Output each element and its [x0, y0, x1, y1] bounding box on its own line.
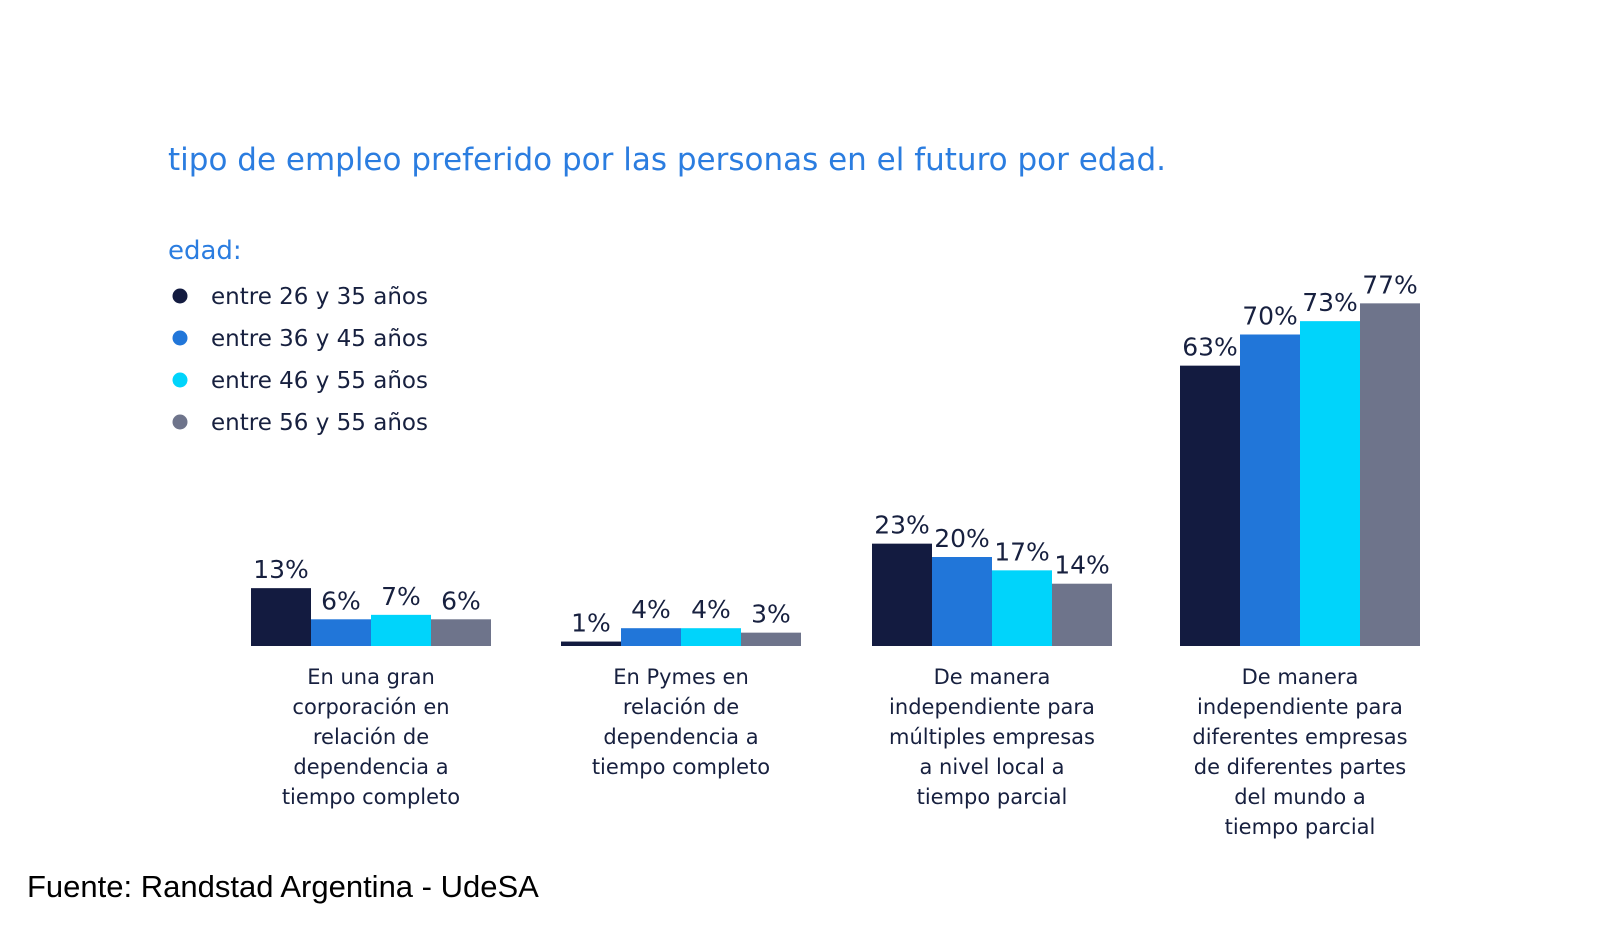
category-label-line: del mundo a: [1234, 785, 1366, 809]
category-label-1: En una gran corporación en relación de depe…: [282, 665, 460, 809]
value-label-2-2: 4%: [631, 595, 671, 624]
category-label-line: diferentes empresas: [1192, 725, 1407, 749]
value-labels: 13% 1% 23% 63% 6% 4% 20% 70% 7% 4% 17% 73% 6% 3% 14% 77…: [253, 270, 1418, 637]
category-label-line: De manera: [1242, 665, 1359, 689]
category-label-line: independiente para: [889, 695, 1095, 719]
value-label-2-1: 1%: [571, 609, 611, 638]
legend-label-2: entre 36 y 45 años: [211, 326, 428, 352]
bar-1-2: [311, 619, 371, 646]
category-label-4: De manera independiente para diferentes em…: [1192, 665, 1407, 839]
value-label-3-1: 23%: [874, 511, 930, 540]
value-label-3-4: 14%: [1054, 551, 1110, 580]
category-label-line: a nivel local a: [919, 755, 1064, 779]
legend-title: edad:: [168, 236, 242, 266]
value-label-4-3: 73%: [1302, 288, 1358, 317]
category-label-line: tiempo completo: [282, 785, 460, 809]
category-label-line: múltiples empresas: [889, 725, 1095, 749]
bar-4-4: [1360, 303, 1420, 646]
legend-marker-2: [172, 330, 188, 346]
source-note: Fuente: Randstad Argentina - UdeSA: [27, 869, 539, 904]
bar-1-4: [431, 619, 491, 646]
category-label-line: De manera: [934, 665, 1051, 689]
value-label-1-3: 7%: [381, 582, 421, 611]
legend-label-1: entre 26 y 35 años: [211, 284, 428, 310]
legend-label-3: entre 46 y 55 años: [211, 368, 428, 394]
bar-2-3: [681, 628, 741, 646]
bar-3-3: [992, 570, 1052, 646]
category-label-line: dependencia a: [293, 755, 448, 779]
bar-2-2: [621, 628, 681, 646]
value-label-3-2: 20%: [934, 524, 990, 553]
bar-2-1: [561, 641, 621, 646]
chart-title: tipo de empleo preferido por las persona…: [168, 142, 1166, 178]
bars: [251, 303, 1420, 646]
category-labels: En una gran corporación en relación de depe…: [282, 665, 1408, 839]
bar-4-1: [1180, 365, 1240, 646]
legend-marker-4: [172, 414, 188, 430]
value-label-1-1: 13%: [253, 555, 309, 584]
value-label-1-2: 6%: [321, 586, 361, 615]
value-label-4-2: 70%: [1242, 302, 1298, 331]
bar-3-2: [932, 557, 992, 646]
category-label-2: En Pymes en relación de dependencia a tiemp…: [592, 665, 770, 779]
category-label-line: relación de: [313, 725, 429, 749]
category-label-line: de diferentes partes: [1194, 755, 1407, 779]
value-label-2-4: 3%: [751, 600, 791, 629]
legend-label-4: entre 56 y 55 años: [211, 410, 428, 436]
value-label-1-4: 6%: [441, 586, 481, 615]
legend: entre 26 y 35 años entre 36 y 45 años entr…: [172, 284, 428, 436]
legend-marker-3: [172, 372, 188, 388]
value-label-2-3: 4%: [691, 595, 731, 624]
value-label-4-1: 63%: [1182, 333, 1238, 362]
bar-1-1: [251, 588, 311, 646]
category-label-line: tiempo parcial: [1225, 815, 1376, 839]
value-label-3-3: 17%: [994, 537, 1050, 566]
category-label-line: relación de: [623, 695, 739, 719]
category-label-line: En una gran: [307, 665, 435, 689]
bar-4-3: [1300, 321, 1360, 646]
bar-3-4: [1052, 583, 1112, 646]
category-label-line: dependencia a: [603, 725, 758, 749]
bar-2-4: [741, 632, 801, 646]
category-label-line: corporación en: [292, 695, 449, 719]
category-label-line: tiempo completo: [592, 755, 770, 779]
category-label-line: tiempo parcial: [917, 785, 1068, 809]
legend-marker-1: [172, 288, 188, 304]
category-label-line: independiente para: [1197, 695, 1403, 719]
category-label-3: De manera independiente para múltiples emp…: [889, 665, 1095, 809]
bar-1-3: [371, 614, 431, 646]
bar-4-2: [1240, 334, 1300, 646]
category-label-line: En Pymes en: [613, 665, 749, 689]
bar-3-1: [872, 543, 932, 646]
value-label-4-4: 77%: [1362, 270, 1418, 299]
